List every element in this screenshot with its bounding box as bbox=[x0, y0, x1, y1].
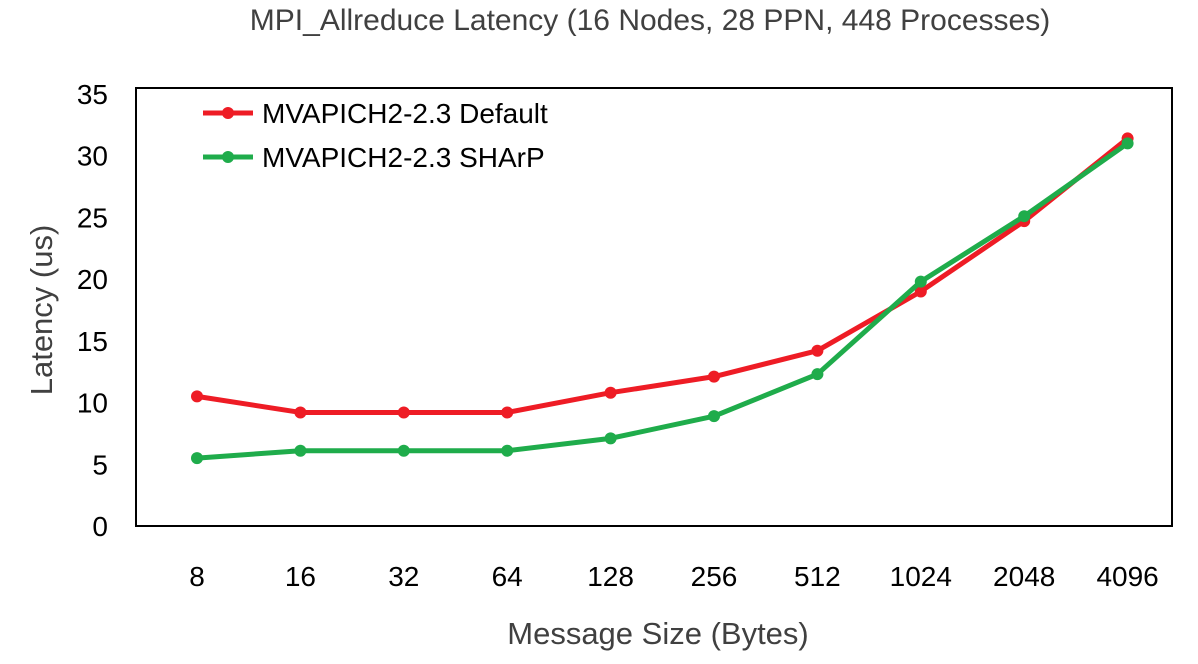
chart-title: MPI_Allreduce Latency (16 Nodes, 28 PPN,… bbox=[249, 4, 1051, 37]
series-0-point bbox=[191, 390, 203, 403]
series-line-0 bbox=[194, 135, 1131, 415]
legend: MVAPICH2-2.3 Default MVAPICH2-2.3 SHArP bbox=[203, 98, 548, 173]
series-1-point bbox=[191, 452, 203, 465]
series-0-point bbox=[501, 406, 514, 419]
series-0-point bbox=[708, 370, 720, 383]
legend-marker-1 bbox=[222, 151, 234, 163]
series-line-1 bbox=[194, 140, 1131, 461]
series-1-point bbox=[1121, 137, 1134, 150]
x-tick-label: 1024 bbox=[890, 561, 952, 592]
y-tick-label: 5 bbox=[92, 449, 108, 480]
y-tick-label: 20 bbox=[77, 264, 108, 295]
x-tick-label: 2048 bbox=[993, 561, 1055, 592]
y-tick-label: 35 bbox=[77, 79, 108, 110]
series-0-point bbox=[397, 406, 410, 419]
series-0-point bbox=[294, 406, 307, 419]
x-tick-label: 128 bbox=[587, 561, 634, 592]
legend-marker-0 bbox=[222, 107, 234, 119]
series-1-point bbox=[397, 444, 410, 457]
y-axis-title: Latency (us) bbox=[24, 225, 59, 396]
x-tick-label: 512 bbox=[794, 561, 841, 592]
series-layer bbox=[191, 132, 1134, 465]
y-tick-label: 0 bbox=[92, 511, 108, 542]
y-tick-label: 10 bbox=[77, 388, 108, 419]
series-1-point bbox=[501, 444, 514, 457]
x-axis-title: Message Size (Bytes) bbox=[507, 616, 809, 651]
series-1-point bbox=[604, 432, 617, 445]
x-axis-ticks: 8 16 32 64 128 256 512 1024 2048 4096 bbox=[189, 561, 1159, 592]
x-tick-label: 64 bbox=[492, 561, 523, 592]
series-1-point bbox=[811, 368, 824, 381]
y-tick-label: 30 bbox=[77, 141, 108, 172]
series-0-point bbox=[604, 386, 617, 399]
series-0-point bbox=[811, 344, 824, 357]
series-1-point bbox=[708, 410, 720, 423]
legend-label-0: MVAPICH2-2.3 Default bbox=[262, 98, 548, 129]
series-1-point bbox=[914, 275, 927, 288]
y-tick-label: 25 bbox=[77, 202, 108, 233]
x-tick-label: 8 bbox=[189, 561, 205, 592]
series-1-point bbox=[294, 444, 307, 457]
series-1-point bbox=[1018, 210, 1031, 223]
x-tick-label: 256 bbox=[691, 561, 738, 592]
x-tick-label: 32 bbox=[388, 561, 419, 592]
series-0-point bbox=[914, 285, 927, 298]
y-axis-ticks: 0 5 10 15 20 25 30 35 bbox=[77, 79, 108, 542]
x-tick-label: 16 bbox=[285, 561, 316, 592]
y-tick-label: 15 bbox=[77, 326, 108, 357]
x-tick-label: 4096 bbox=[1096, 561, 1158, 592]
legend-label-1: MVAPICH2-2.3 SHArP bbox=[262, 142, 545, 173]
plot-area-frame bbox=[135, 87, 1173, 527]
